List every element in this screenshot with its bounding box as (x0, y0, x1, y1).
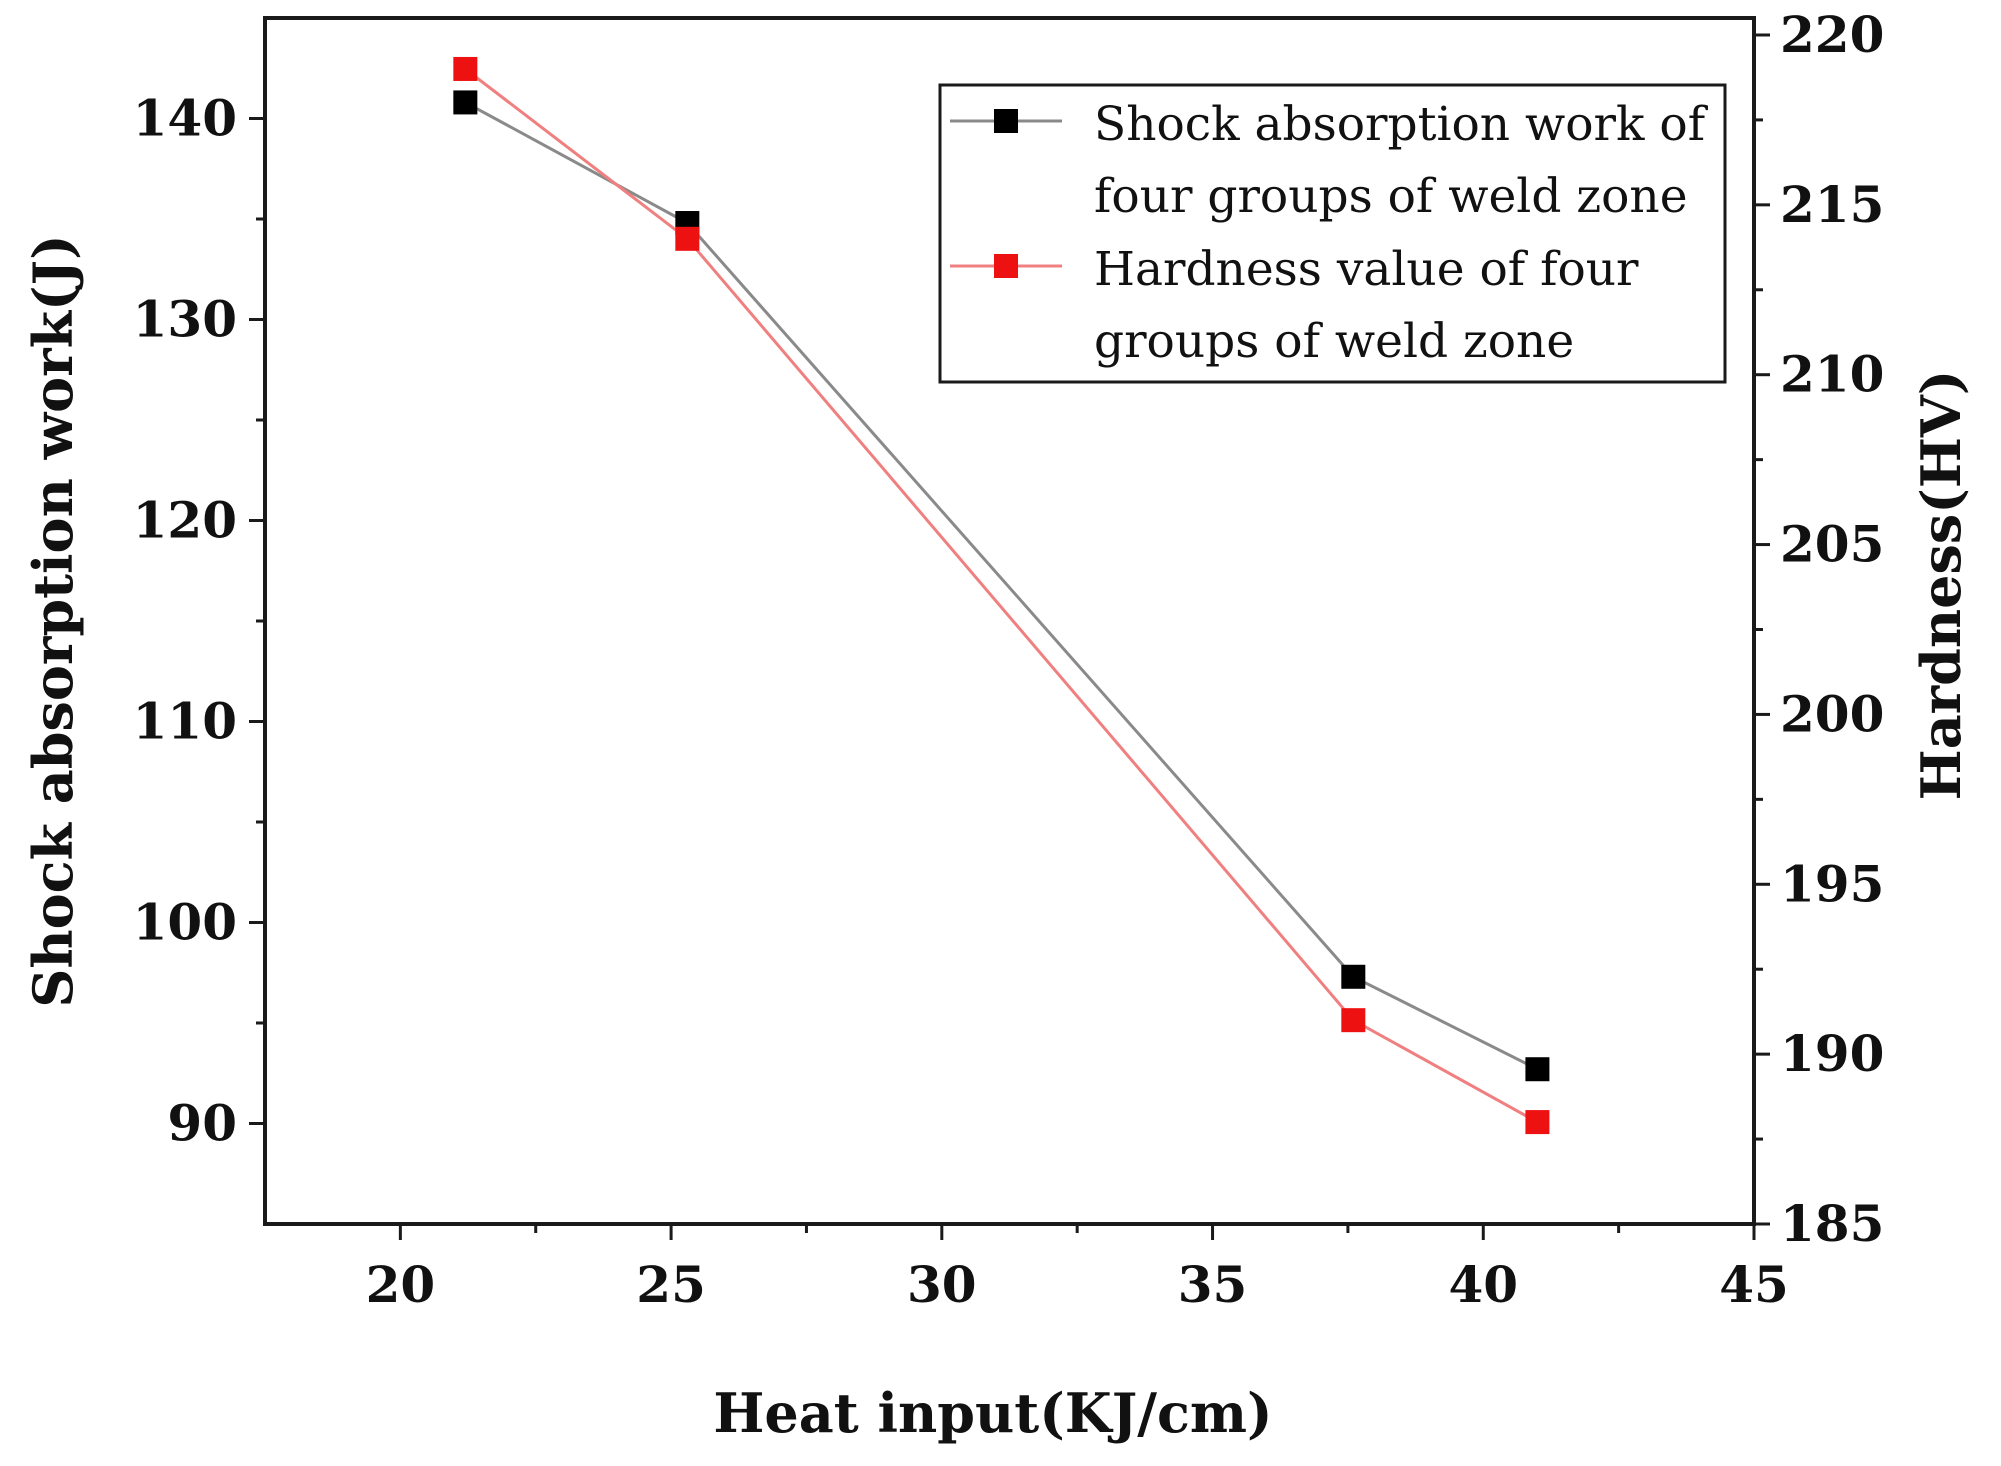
y-left-tick-label-110: 110 (133, 692, 237, 751)
y-left-tick-label-90: 90 (167, 1094, 237, 1153)
y-right-tick-label-185: 185 (1780, 1194, 1884, 1253)
x-tick-label-30: 30 (907, 1255, 977, 1314)
series-1-point-2 (1341, 1008, 1366, 1033)
y-left-tick-label-100: 100 (133, 893, 237, 952)
y-left-tick-label-130: 130 (133, 290, 237, 349)
legend-marker-shock (994, 109, 1018, 133)
legend-box (938, 83, 1727, 384)
y-axis-left-title: Shock absorption work(J) (21, 234, 85, 1007)
series-0-point-3 (1525, 1057, 1550, 1082)
series-1-point-3 (1525, 1110, 1550, 1135)
y-right-tick-label-220: 220 (1780, 5, 1884, 64)
series-0-point-0 (453, 90, 478, 115)
y-right-tick-label-215: 215 (1780, 175, 1884, 234)
legend-label-shock-line-2: four groups of weld zone (1094, 169, 1688, 224)
legend-marker-hardness (994, 254, 1018, 278)
y-left-tick-label-120: 120 (133, 491, 237, 550)
x-tick-label-35: 35 (1178, 1255, 1248, 1314)
y-right-tick-label-210: 210 (1780, 345, 1884, 404)
x-tick-label-45: 45 (1719, 1255, 1789, 1314)
legend-label-hardness-line-2: groups of weld zone (1094, 314, 1574, 369)
x-axis-title: Heat input(KJ/cm) (713, 1381, 1272, 1445)
y-right-tick-label-205: 205 (1780, 515, 1884, 574)
series-line-0 (464, 101, 1539, 1071)
x-tick-label-40: 40 (1448, 1255, 1518, 1314)
series-layer (453, 56, 1550, 1135)
legend-label-shock-line-1: Shock absorption work of (1094, 97, 1709, 152)
x-tick-label-25: 25 (636, 1255, 706, 1314)
ticks-layer: 20 25 30 35 40 45 90 100 110 120 130 140 185 190 195 20… (133, 5, 1885, 1314)
series-line-1 (464, 67, 1539, 1124)
y-right-tick-label-195: 195 (1780, 854, 1884, 913)
y-right-tick-label-190: 190 (1780, 1024, 1884, 1083)
legend-entry-hardness: Hardness value of four groups of weld zo… (950, 242, 1639, 369)
y-left-tick-label-140: 140 (133, 89, 237, 148)
y-axis-right-title: Hardness(HV) (1909, 370, 1973, 801)
series-0-point-2 (1341, 964, 1366, 989)
legend-entry-shock: Shock absorption work of four groups of … (950, 97, 1709, 224)
x-tick-label-20: 20 (366, 1255, 436, 1314)
series-1-point-0 (453, 56, 478, 81)
legend: Shock absorption work of four groups of … (938, 83, 1727, 384)
y-right-tick-label-200: 200 (1780, 684, 1884, 743)
legend-label-hardness-line-1: Hardness value of four (1094, 242, 1639, 297)
series-1-point-1 (675, 226, 700, 251)
